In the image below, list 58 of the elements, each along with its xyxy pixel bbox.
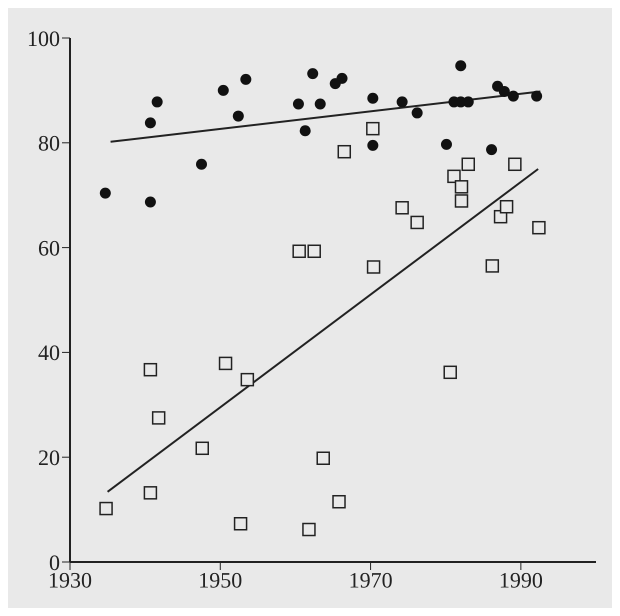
x-tick-label: 1970 xyxy=(348,568,393,593)
point xyxy=(292,244,306,258)
point xyxy=(447,170,461,184)
point xyxy=(508,90,519,102)
point xyxy=(500,200,514,214)
point xyxy=(307,244,321,258)
point xyxy=(366,260,380,274)
y-tick-label: 40 xyxy=(38,340,60,366)
point xyxy=(498,86,510,97)
point xyxy=(302,522,316,536)
point xyxy=(218,356,232,370)
y-tick-label: 20 xyxy=(38,445,60,470)
point xyxy=(531,90,542,102)
point xyxy=(100,188,111,199)
point xyxy=(144,486,158,500)
point xyxy=(196,158,207,170)
point xyxy=(144,117,156,128)
point xyxy=(486,259,500,273)
point xyxy=(300,125,311,136)
point xyxy=(152,411,166,425)
point xyxy=(332,494,346,508)
point xyxy=(410,216,424,230)
point xyxy=(486,144,498,156)
point xyxy=(232,110,244,122)
point xyxy=(152,96,163,108)
point xyxy=(440,138,452,150)
point xyxy=(443,366,457,380)
y-tick-label: 80 xyxy=(38,130,60,156)
point xyxy=(240,372,254,386)
point xyxy=(336,72,348,84)
point xyxy=(316,452,330,465)
point xyxy=(366,122,380,136)
point xyxy=(218,84,229,96)
point xyxy=(367,140,378,151)
point xyxy=(234,517,248,530)
point xyxy=(240,74,252,85)
point xyxy=(367,92,378,104)
point xyxy=(99,502,113,516)
point xyxy=(532,220,546,234)
point xyxy=(144,196,156,208)
point xyxy=(462,158,476,172)
x-tick-label: 1950 xyxy=(198,568,242,593)
point xyxy=(292,98,304,110)
point xyxy=(454,180,468,194)
point xyxy=(395,201,409,215)
point xyxy=(144,362,158,376)
point xyxy=(338,144,352,158)
point xyxy=(412,107,423,118)
point xyxy=(455,60,466,72)
point xyxy=(314,98,326,110)
point xyxy=(508,158,522,172)
point xyxy=(307,68,318,80)
y-tick-label: 60 xyxy=(38,235,60,260)
point xyxy=(454,194,468,208)
point xyxy=(196,442,209,456)
x-tick-label: 1990 xyxy=(498,568,543,593)
point xyxy=(396,96,408,108)
y-tick-label: 100 xyxy=(27,26,60,51)
